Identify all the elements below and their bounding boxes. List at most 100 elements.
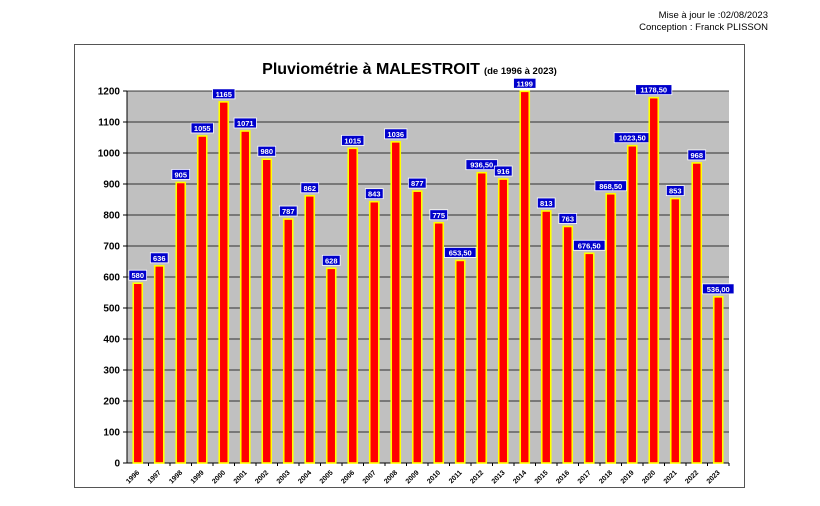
bar — [196, 135, 208, 464]
x-tick-label: 2010 — [426, 469, 442, 485]
data-label-box — [384, 128, 408, 140]
data-label-box — [341, 134, 365, 146]
bar — [454, 259, 466, 464]
data-label: 787 — [282, 207, 295, 216]
chart-frame: Pluviométrie à MALESTROIT (de 1996 à 2023… — [74, 44, 745, 488]
bar — [282, 218, 294, 464]
data-label-box — [573, 239, 606, 251]
data-label: 868,50 — [599, 182, 622, 191]
data-label-box — [465, 159, 498, 171]
data-label: 813 — [540, 199, 553, 208]
chart-title: Pluviométrie à MALESTROIT (de 1996 à 2023… — [75, 61, 744, 79]
data-label: 980 — [260, 147, 273, 156]
y-tick-label: 1000 — [98, 149, 121, 160]
bar — [476, 171, 488, 464]
data-label: 1178,50 — [640, 86, 667, 95]
update-date: Mise à jour le :02/08/2023 — [658, 10, 768, 21]
bar — [347, 147, 359, 464]
x-tick-label: 2005 — [319, 469, 335, 485]
bar — [433, 221, 445, 464]
data-label: 1071 — [237, 119, 254, 128]
bar — [239, 130, 251, 464]
data-label: 968 — [690, 151, 703, 160]
x-tick-label: 2013 — [491, 469, 507, 485]
bar — [648, 96, 660, 464]
data-label: 676,50 — [578, 241, 601, 250]
y-tick-label: 200 — [103, 397, 120, 408]
x-tick-label: 2002 — [254, 469, 270, 485]
bar — [605, 192, 617, 464]
x-tick-label: 2000 — [211, 469, 227, 485]
bar — [583, 252, 595, 464]
data-label-box — [278, 205, 298, 217]
y-tick-label: 400 — [103, 335, 120, 346]
data-label-box — [321, 254, 341, 266]
x-tick-label: 2020 — [641, 469, 657, 485]
x-tick-label: 2015 — [534, 469, 550, 485]
data-label-box — [444, 247, 477, 258]
data-label-box — [257, 145, 277, 157]
bar — [712, 296, 724, 464]
data-label: 905 — [174, 170, 187, 179]
x-tick-label: 2019 — [620, 469, 636, 485]
data-label-box — [212, 88, 236, 100]
bar — [626, 144, 638, 464]
chart-subtitle: (de 1996 à 2023) — [483, 66, 557, 77]
data-label: 775 — [432, 211, 445, 220]
y-tick-label: 300 — [103, 366, 120, 377]
data-label: 862 — [303, 184, 316, 193]
x-tick-label: 2023 — [706, 469, 722, 485]
data-label: 536,00 — [707, 285, 730, 294]
data-label-box — [687, 149, 707, 161]
data-label-box — [429, 209, 449, 221]
y-tick-label: 800 — [103, 211, 120, 222]
data-label-box — [171, 169, 191, 180]
data-label-box — [594, 180, 627, 192]
bar — [325, 267, 337, 464]
bar — [411, 190, 423, 464]
bar — [304, 194, 316, 464]
y-tick-label: 900 — [103, 180, 120, 191]
data-label-box — [300, 182, 320, 194]
x-tick-label: 1999 — [190, 469, 206, 485]
x-tick-label: 2001 — [233, 469, 249, 485]
data-label: 636 — [153, 254, 166, 263]
y-tick-label: 700 — [103, 242, 120, 253]
data-label: 1199 — [517, 79, 533, 88]
x-tick-label: 1996 — [125, 469, 141, 485]
y-tick-label: 1100 — [98, 118, 120, 129]
bar — [497, 178, 509, 464]
x-tick-label: 2022 — [684, 469, 700, 485]
x-tick-label: 1998 — [168, 469, 184, 485]
x-tick-label: 2007 — [362, 469, 378, 485]
x-tick-label: 2006 — [340, 469, 356, 485]
bar — [691, 162, 703, 464]
data-label-box — [558, 213, 578, 224]
x-tick-label: 2003 — [276, 469, 292, 485]
data-label: 1023,50 — [619, 134, 646, 143]
y-tick-label: 600 — [103, 273, 120, 284]
y-tick-label: 500 — [103, 304, 120, 315]
bar — [390, 141, 402, 464]
data-label-box — [665, 185, 685, 196]
data-label-box — [190, 122, 214, 134]
x-tick-label: 2008 — [383, 469, 399, 485]
bar — [261, 158, 273, 464]
data-label-box — [635, 84, 673, 96]
x-tick-label: 1997 — [147, 469, 163, 485]
x-tick-label: 2016 — [555, 469, 571, 485]
author-credit: Conception : Franck PLISSON — [639, 22, 768, 33]
bar — [132, 282, 144, 464]
data-label: 1015 — [344, 136, 361, 145]
data-label-box — [702, 283, 735, 295]
data-label-box — [233, 117, 257, 129]
data-label-box — [407, 177, 427, 189]
data-label-box — [536, 197, 556, 209]
data-label-box — [364, 188, 384, 200]
x-tick-label: 2004 — [297, 469, 313, 485]
data-label: 916 — [497, 167, 510, 176]
data-label: 628 — [325, 256, 338, 265]
data-label-box — [128, 269, 148, 281]
bar — [669, 197, 681, 464]
data-label: 853 — [669, 187, 682, 196]
